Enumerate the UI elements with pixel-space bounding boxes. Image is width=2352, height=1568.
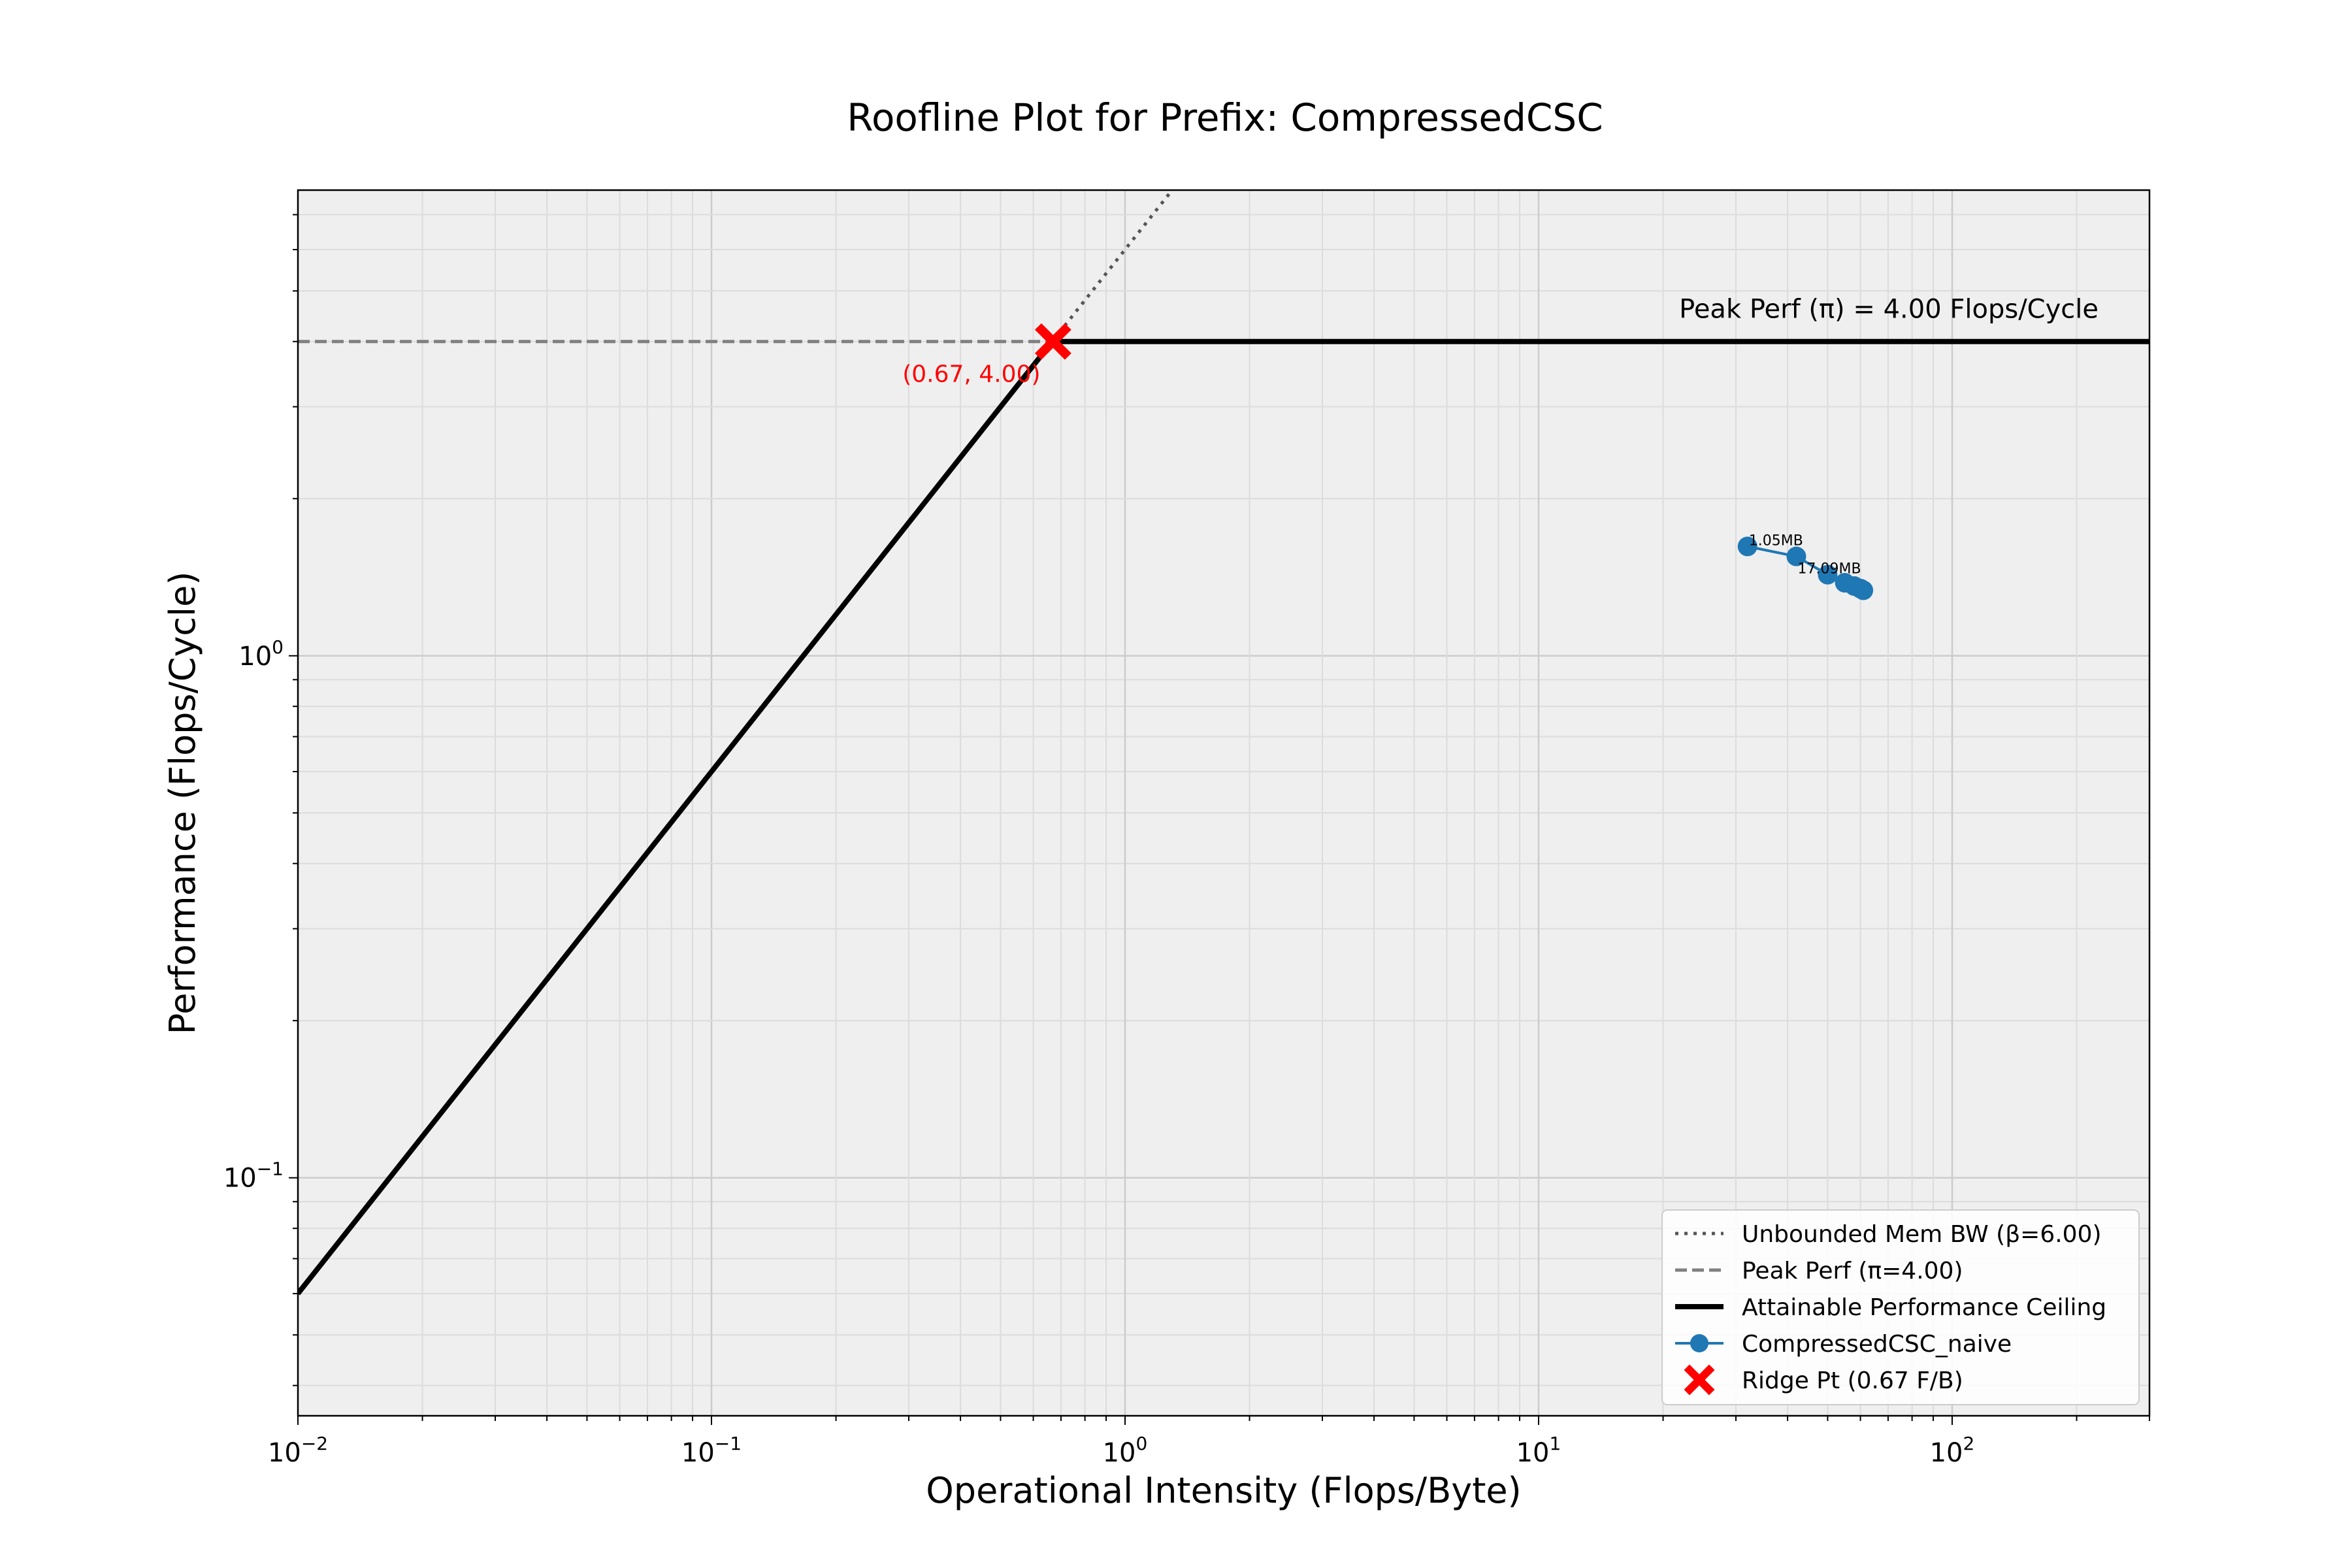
legend-entry-label: Peak Perf (π=4.00) — [1742, 1258, 1963, 1284]
axis-ticks: 10−2 10−1 100 101 102 10−1 100 — [223, 214, 2150, 1468]
y-tick-label: 100 — [238, 636, 284, 672]
marks-layer: 1.05MB 17.09MB (0.67, 4.00) Peak Perf (π) =… — [902, 295, 2099, 578]
legend-entry-label: Unbounded Mem BW (β=6.00) — [1742, 1221, 2102, 1248]
y-axis-label: Performance (Flops/Cycle) — [162, 572, 203, 1035]
legend-box — [1661, 1209, 2140, 1405]
legend-entry-label: Ridge Pt (0.67 F/B) — [1742, 1367, 1963, 1394]
legend-entry-label: Attainable Performance Ceiling — [1742, 1294, 2106, 1321]
plot-frame — [297, 189, 2151, 1417]
x-tick-label: 10−1 — [681, 1433, 742, 1468]
x-tick-label: 102 — [1930, 1433, 1975, 1468]
data-point — [1737, 536, 1757, 557]
legend-swatch-marker — [1690, 1334, 1708, 1352]
point-label: 17.09MB — [1798, 561, 1861, 578]
x-tick-label: 10−2 — [268, 1433, 328, 1468]
data-point — [1818, 564, 1838, 585]
peak-performance-annotation: Peak Perf (π) = 4.00 Flops/Cycle — [1679, 295, 2099, 325]
chart-title: Roofline Plot for Prefix: CompressedCSC — [847, 95, 1603, 140]
y-tick-label: 10−1 — [223, 1158, 284, 1194]
x-tick-label: 100 — [1103, 1433, 1148, 1468]
legend-swatch-ridge — [1684, 1364, 1715, 1396]
x-axis-label: Operational Intensity (Flops/Byte) — [926, 1470, 1521, 1511]
data-point — [1854, 580, 1874, 600]
ridge-point-marker — [1035, 323, 1071, 360]
legend: Unbounded Mem BW (β=6.00) Peak Perf (π=4.… — [1661, 1209, 2140, 1405]
data-point — [1786, 546, 1806, 566]
legend-entry-label: CompressedCSC_naive — [1742, 1331, 2012, 1358]
x-tick-label: 101 — [1516, 1433, 1561, 1468]
point-label: 1.05MB — [1749, 532, 1803, 549]
ridge-point-label: (0.67, 4.00) — [902, 361, 1040, 388]
